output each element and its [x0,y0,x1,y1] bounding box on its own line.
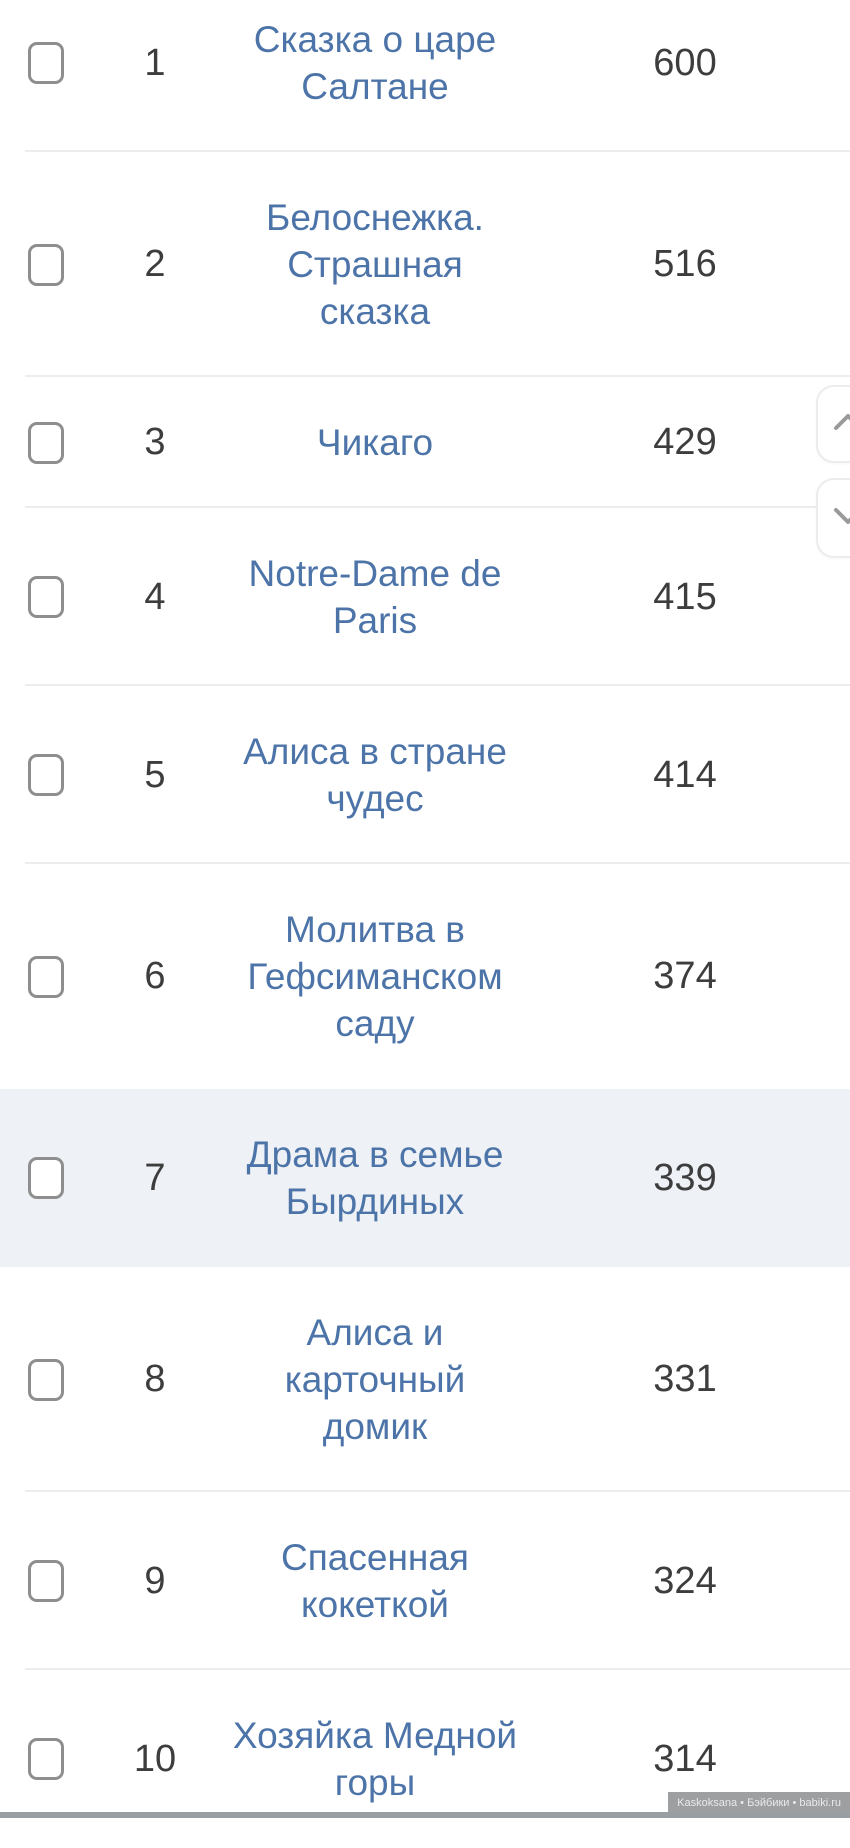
row-checkbox[interactable] [28,1738,64,1780]
row-checkbox[interactable] [28,754,64,796]
story-title-link[interactable]: Драма в семье Бырдиных [246,1134,504,1222]
list-item[interactable]: 9 Спасенная кокеткой 324 [0,1492,850,1670]
row-checkbox[interactable] [28,42,64,84]
list-item[interactable]: 6 Молитва в Гефсиманском саду 374 [0,864,850,1089]
rank-number: 7 [144,1156,166,1199]
row-checkbox[interactable] [28,1560,64,1602]
vote-count: 339 [653,1156,717,1199]
checkbox-cell [0,754,95,796]
list-item[interactable]: 7 Драма в семье Бырдиных 339 [0,1089,850,1267]
checkbox-cell [0,1738,95,1780]
story-title-link[interactable]: Notre-Dame de Paris [248,553,502,641]
scroll-down-button[interactable] [816,478,850,558]
story-title-link[interactable]: Чикаго [316,422,434,463]
vote-count: 516 [653,243,717,285]
title-cell: Сказка о царе Салтане [215,16,535,110]
rank-number: 9 [144,1559,166,1602]
list-item[interactable]: 2 Белоснежка. Страшная сказка 516 [0,152,850,377]
checkbox-cell [0,421,95,464]
story-title-link[interactable]: Сказка о царе Салтане [253,19,497,107]
vote-count: 331 [653,1358,717,1400]
story-title-link[interactable]: Спасенная кокеткой [281,1537,469,1625]
checkbox-cell [0,243,95,286]
title-cell: Спасенная кокеткой [215,1534,535,1628]
title-cell: Драма в семье Бырдиных [215,1131,535,1225]
scroll-up-button[interactable] [816,385,850,463]
title-cell: Алиса и карточный домик [215,1309,535,1450]
title-cell: Молитва в Гефсиманском саду [215,906,535,1047]
list-item[interactable]: 8 Алиса и карточный домик 331 [0,1267,850,1492]
story-title-link[interactable]: Молитва в Гефсиманском саду [247,909,503,1044]
checkbox-cell [0,1157,95,1199]
list-item[interactable]: 4 Notre-Dame de Paris 415 [0,508,850,686]
vote-count: 314 [653,1737,717,1780]
list-item[interactable]: 1 Сказка о царе Салтане 600 [0,0,850,152]
vote-count: 324 [653,1559,717,1602]
row-checkbox[interactable] [28,1157,64,1199]
list-item[interactable]: 10 Хозяйка Медной горы 314 [0,1670,850,1848]
rank-number: 10 [133,1737,177,1780]
checkbox-cell [0,955,95,998]
bottom-bar [0,1812,850,1818]
title-cell: Хозяйка Медной горы [215,1712,535,1806]
row-checkbox[interactable] [28,421,64,464]
story-title-link[interactable]: Хозяйка Медной горы [232,1715,518,1803]
row-checkbox[interactable] [28,955,64,998]
vote-count: 374 [653,955,717,997]
site-watermark: Kaskoksana • Бэйбики • babiki.ru [668,1792,850,1814]
story-title-link[interactable]: Алиса и карточный домик [284,1312,466,1447]
checkbox-cell [0,1560,95,1602]
vote-count: 429 [653,421,717,463]
list-item[interactable]: 3 Чикаго 429 [0,377,850,508]
title-cell: Чикаго [215,419,535,466]
chevron-up-icon [833,413,850,436]
row-checkbox[interactable] [28,243,64,286]
checkbox-cell [0,1358,95,1401]
vote-count: 600 [653,41,717,84]
story-title-link[interactable]: Алиса в стране чудес [243,731,507,819]
story-title-link[interactable]: Белоснежка. Страшная сказка [266,197,484,332]
rank-number: 3 [144,421,166,463]
rank-number: 6 [144,955,166,997]
rank-number: 8 [144,1358,166,1400]
title-cell: Белоснежка. Страшная сказка [215,194,535,335]
title-cell: Notre-Dame de Paris [215,550,535,644]
checkbox-cell [0,576,95,618]
rank-number: 1 [144,41,166,84]
vote-count: 415 [653,575,717,618]
list-item[interactable]: 5 Алиса в стране чудес 414 [0,686,850,864]
vote-count: 414 [653,753,717,796]
rank-number: 4 [144,575,166,618]
chevron-down-icon [833,507,850,530]
checkbox-cell [0,42,95,84]
title-cell: Алиса в стране чудес [215,728,535,822]
rank-number: 2 [144,243,166,285]
rank-number: 5 [144,753,166,796]
row-checkbox[interactable] [28,1358,64,1401]
row-checkbox[interactable] [28,576,64,618]
